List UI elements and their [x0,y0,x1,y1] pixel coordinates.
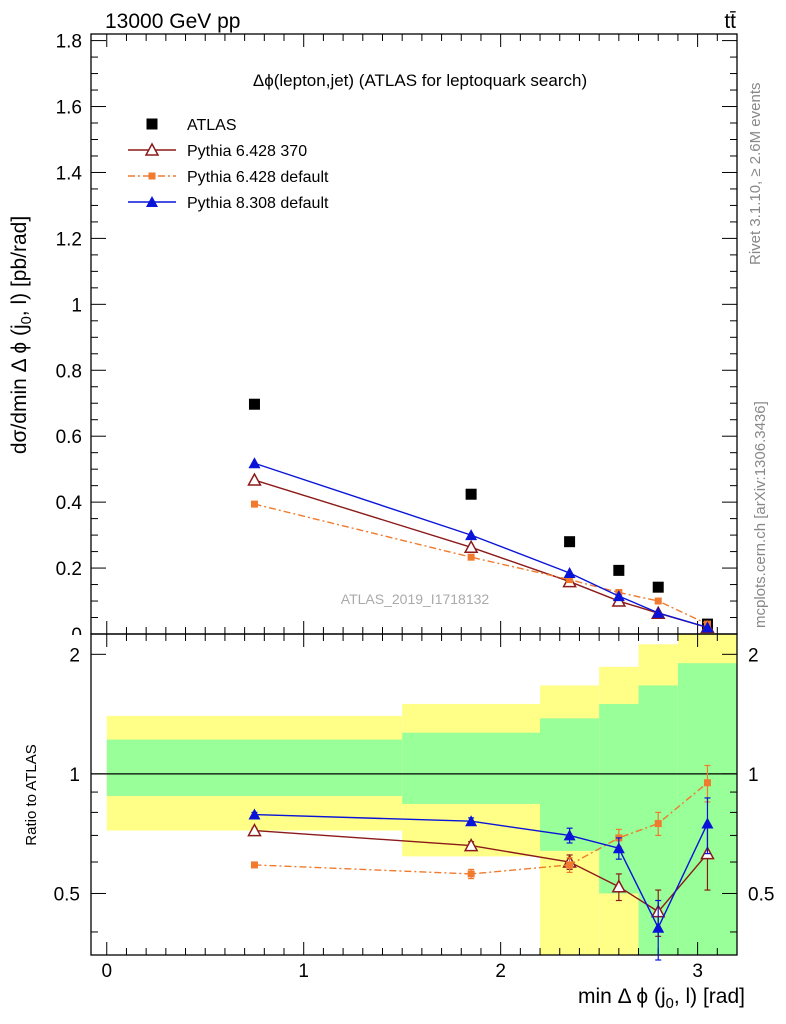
data-point [652,581,664,593]
legend-marker [146,118,158,130]
mc-point [563,567,576,579]
series-line [254,462,708,629]
x-tick-label: 3 [692,961,703,982]
ratio-y-tick-label-right: 0.5 [748,884,774,905]
x-tick-label: 1 [298,961,309,982]
data-point [465,488,477,500]
y-tick-label: 0.6 [56,427,82,448]
uncertainty-band-inner [402,732,541,804]
x-axis-label: min Δ ϕ (j0, l) [rad] [578,985,745,1012]
y-tick-label: 1 [71,295,82,316]
ratio-y-tick-label-left: 1 [69,765,80,786]
x-tick-label: 2 [495,961,506,982]
ratio-point [654,820,662,828]
ratio-point [250,861,258,869]
ratio-point [467,870,475,878]
mc-point [654,597,662,605]
energy-label: 13000 GeV pp [105,10,240,33]
ratio-point [247,822,262,837]
main-y-axis-label: dσ/dmin Δ ϕ (j0, l) [pb/rad] [8,216,35,454]
data-point [248,398,260,410]
ratio-point [652,921,665,933]
legend-entry: Pythia 6.428 370 [187,143,307,160]
ratio-point [701,817,714,829]
mcplots-label: mcplots.cern.ch [arXiv:1306.3436] [752,401,769,628]
mc-point [566,576,574,584]
ratio-series-line [254,813,709,930]
main-title: Δϕ(lepton,jet) (ATLAS for leptoquark sea… [253,71,587,90]
mc-point [612,590,625,602]
ratio-y-axis-label: Ratio to ATLAS [23,744,40,845]
x-tick-label: 0 [101,961,112,982]
y-tick-label: 1.4 [56,163,83,184]
ratio-y-tick-label-left: 0.5 [54,884,80,905]
uncertainty-band-inner [599,703,639,894]
ratio-y-tick-label-left: 2 [69,645,80,666]
ratio-point [248,808,261,820]
mc-point [248,457,261,469]
ratio-y-tick-label-right: 1 [748,765,759,786]
uncertainty-band-inner [106,739,403,796]
axis-label-mask [50,635,90,647]
mc-point [701,621,714,633]
y-tick-label: 1.8 [56,32,82,53]
legend-entry: ATLAS [187,117,237,134]
legend-marker [146,196,158,207]
legend-entry: Pythia 6.428 default [187,169,329,186]
ratio-point [463,838,479,852]
legend-entry: Pythia 8.308 default [187,195,329,212]
mc-point [652,606,665,618]
ratio-point [566,861,574,869]
legend-marker [144,142,160,156]
y-tick-label: 0.2 [56,559,82,580]
ratio-plot-frame [90,633,738,956]
series-line [254,503,708,625]
mc-point [250,500,258,508]
ratio-series-line [254,829,708,913]
ratio-point [563,829,576,841]
data-point [564,536,576,548]
ratio-series-line [254,782,708,875]
ratio-point [611,879,627,893]
legend-marker [148,172,156,180]
y-tick-label: 1.2 [56,229,82,250]
analysis-watermark: ATLAS_2019_I1718132 [341,591,490,607]
mc-point [247,472,262,486]
process-label: tt̄ [724,10,736,33]
mc-point [465,529,478,541]
mc-point [463,539,479,554]
rivet-label: Rivet 3.1.10, ≥ 2.6M events [747,83,764,266]
ratio-point [612,842,625,854]
y-tick-label: 0.8 [56,361,82,382]
y-tick-label: 1.6 [56,98,82,119]
legend: ATLAS Pythia 6.428 370 Pythia 6.428 defaul… [128,117,329,212]
ratio-point [703,779,711,787]
data-point [613,564,625,576]
ratio-y-tick-label-right: 2 [748,645,759,666]
y-tick-label: 0.4 [56,493,83,514]
ratio-point [465,815,478,827]
mc-point [467,553,475,561]
